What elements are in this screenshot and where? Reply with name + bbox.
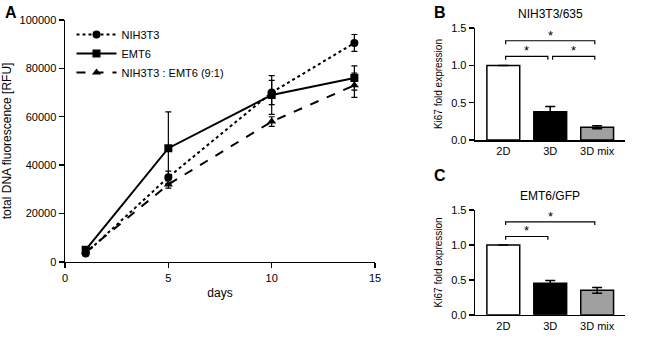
svg-text:*: * xyxy=(548,28,553,43)
svg-text:Ki67 fold expression: Ki67 fold expression xyxy=(433,39,444,129)
svg-text:EMT6/GFP: EMT6/GFP xyxy=(520,189,580,203)
svg-text:NIH3T3/635: NIH3T3/635 xyxy=(518,7,583,21)
svg-text:60000: 60000 xyxy=(26,111,57,123)
svg-text:days: days xyxy=(207,286,232,300)
svg-text:1.5: 1.5 xyxy=(451,22,466,34)
svg-text:A: A xyxy=(5,4,17,21)
svg-text:80000: 80000 xyxy=(26,62,57,74)
svg-text:0.5: 0.5 xyxy=(451,274,466,286)
svg-text:2D: 2D xyxy=(496,145,510,157)
svg-text:0: 0 xyxy=(50,256,56,268)
svg-text:5: 5 xyxy=(165,272,171,284)
svg-text:*: * xyxy=(571,43,576,58)
svg-text:*: * xyxy=(524,43,529,58)
svg-text:2D: 2D xyxy=(496,320,510,332)
svg-text:Ki67 fold expression: Ki67 fold expression xyxy=(433,217,444,307)
svg-text:*: * xyxy=(524,223,529,238)
svg-text:0: 0 xyxy=(62,272,68,284)
svg-text:10: 10 xyxy=(266,272,278,284)
svg-text:3D: 3D xyxy=(543,320,557,332)
svg-text:3D: 3D xyxy=(543,145,557,157)
svg-text:0.5: 0.5 xyxy=(451,97,466,109)
svg-text:40000: 40000 xyxy=(26,159,57,171)
svg-text:EMT6: EMT6 xyxy=(122,48,151,60)
svg-text:0.0: 0.0 xyxy=(451,134,466,146)
svg-text:3D mix: 3D mix xyxy=(580,320,615,332)
svg-text:C: C xyxy=(434,167,446,184)
svg-text:B: B xyxy=(434,4,446,21)
svg-text:20000: 20000 xyxy=(26,207,57,219)
svg-text:0.0: 0.0 xyxy=(451,309,466,321)
svg-text:100000: 100000 xyxy=(20,14,57,26)
svg-text:total DNA fluorescence [RFU]: total DNA fluorescence [RFU] xyxy=(0,63,14,220)
svg-text:NIH3T3: NIH3T3 xyxy=(122,29,160,41)
svg-text:15: 15 xyxy=(369,272,381,284)
svg-text:*: * xyxy=(548,209,553,224)
svg-text:NIH3T3 : EMT6 (9:1): NIH3T3 : EMT6 (9:1) xyxy=(122,67,224,79)
svg-text:3D mix: 3D mix xyxy=(580,145,615,157)
svg-text:1.0: 1.0 xyxy=(451,59,466,71)
svg-text:1.5: 1.5 xyxy=(451,204,466,216)
svg-text:1.0: 1.0 xyxy=(451,239,466,251)
